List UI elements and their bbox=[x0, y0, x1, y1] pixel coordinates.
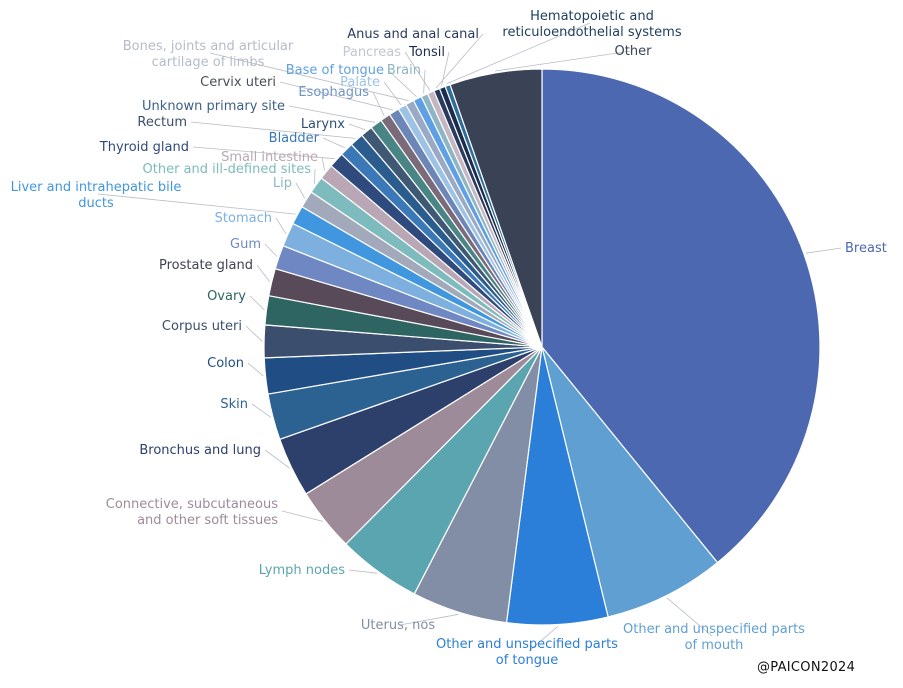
slice-other bbox=[449, 68, 543, 348]
label-other-and-ill-defined-sites: Other and ill-defined sites bbox=[143, 162, 312, 177]
leader-connective-subcutaneous-and-other-soft-tissues bbox=[281, 510, 323, 522]
label-skin: Skin bbox=[220, 397, 248, 412]
leader-lip bbox=[295, 182, 306, 199]
label-esophagus: Esophagus bbox=[298, 85, 369, 100]
label-corpus-uteri: Corpus uteri bbox=[162, 319, 242, 334]
leader-unknown-primary-site bbox=[288, 105, 375, 123]
label-lymph-nodes: Lymph nodes bbox=[259, 563, 345, 578]
leader-bronchus-and-lung bbox=[264, 449, 290, 469]
label-bladder: Bladder bbox=[269, 131, 320, 146]
slice-other-and-unspecified-parts-of-mouth bbox=[541, 346, 719, 618]
leader-prostate-gland bbox=[256, 264, 271, 282]
label-bones-joints-and-articular-cartilage-of-limbs: Bones, joints and articular cartilage of … bbox=[123, 39, 294, 70]
leader-thyroid-gland bbox=[192, 146, 335, 160]
leader-palate bbox=[383, 81, 402, 106]
leader-other-and-unspecified-parts-of-mouth bbox=[666, 597, 713, 637]
leader-rectum bbox=[190, 121, 356, 139]
leader-bones-joints-and-articular-cartilage-of-limbs bbox=[209, 52, 409, 102]
label-tonsil: Tonsil bbox=[408, 45, 445, 60]
leader-cervix-uteri bbox=[279, 81, 393, 111]
label-ovary: Ovary bbox=[207, 289, 246, 304]
label-liver-and-intrahepatic-bile-ducts: Liver and intrahepatic bile ducts bbox=[11, 180, 182, 211]
label-prostate-gland: Prostate gland bbox=[159, 258, 253, 273]
label-connective-subcutaneous-and-other-soft-tissues: Connective, subcutaneous and other soft t… bbox=[106, 497, 278, 528]
label-cervix-uteri: Cervix uteri bbox=[200, 75, 276, 90]
label-hematopoietic-and-reticuloendothelial-systems: Hematopoietic and reticuloendothelial sys… bbox=[502, 9, 681, 40]
leader-lymph-nodes bbox=[348, 569, 378, 574]
leader-tonsil bbox=[441, 51, 450, 86]
leader-liver-and-intrahepatic-bile-ducts bbox=[97, 193, 296, 215]
label-stomach: Stomach bbox=[215, 211, 272, 226]
leader-stomach bbox=[275, 217, 287, 234]
label-larynx: Larynx bbox=[301, 117, 345, 132]
leader-small-intestine bbox=[321, 156, 325, 171]
label-uterus-nos: Uterus, nos bbox=[361, 618, 435, 633]
pie-slices bbox=[263, 68, 821, 626]
watermark: @PAICON2024 bbox=[757, 660, 856, 675]
slice-breast bbox=[541, 68, 821, 564]
label-unknown-primary-site: Unknown primary site bbox=[142, 99, 285, 114]
label-gum: Gum bbox=[230, 237, 261, 252]
leader-breast bbox=[805, 247, 842, 254]
leader-gum bbox=[264, 243, 278, 257]
label-rectum: Rectum bbox=[137, 115, 187, 130]
leader-other-and-unspecified-parts-of-tongue bbox=[528, 626, 558, 652]
slice-labels: Breast Other and unspecified parts of mout… bbox=[11, 9, 887, 668]
label-palate: Palate bbox=[340, 75, 380, 90]
leader-base-of-tongue bbox=[387, 69, 417, 97]
leader-skin bbox=[251, 403, 272, 418]
label-bronchus-and-lung: Bronchus and lung bbox=[139, 443, 261, 458]
label-base-of-tongue: Base of tongue bbox=[286, 63, 384, 78]
leader-other-and-ill-defined-sites bbox=[314, 168, 316, 184]
leader-esophagus bbox=[372, 91, 385, 116]
label-other-and-unspecified-parts-of-tongue: Other and unspecified parts of tongue bbox=[436, 637, 618, 668]
leader-pancreas bbox=[404, 51, 431, 91]
label-other: Other bbox=[615, 44, 653, 59]
label-breast: Breast bbox=[845, 241, 887, 256]
leader-corpus-uteri bbox=[245, 325, 263, 342]
leader-uterus-nos bbox=[399, 613, 459, 626]
leader-ovary bbox=[249, 295, 265, 311]
label-pancreas: Pancreas bbox=[343, 45, 402, 60]
leader-lines bbox=[97, 22, 842, 652]
leader-bladder bbox=[322, 137, 346, 149]
leader-anus-and-anal-canal bbox=[435, 33, 484, 89]
leader-other bbox=[495, 50, 632, 72]
label-colon: Colon bbox=[207, 356, 244, 371]
label-other-and-unspecified-parts-of-mouth: Other and unspecified parts of mouth bbox=[623, 622, 805, 653]
leader-colon bbox=[247, 362, 264, 377]
label-small-intestine: Small intestine bbox=[221, 150, 318, 165]
label-thyroid-gland: Thyroid gland bbox=[99, 140, 189, 155]
leader-hematopoietic-and-reticuloendothelial-systems bbox=[446, 22, 591, 84]
label-anus-and-anal-canal: Anus and anal canal bbox=[347, 27, 479, 42]
label-lip: Lip bbox=[273, 176, 292, 191]
leader-larynx bbox=[348, 123, 366, 131]
label-brain: Brain bbox=[387, 63, 421, 78]
